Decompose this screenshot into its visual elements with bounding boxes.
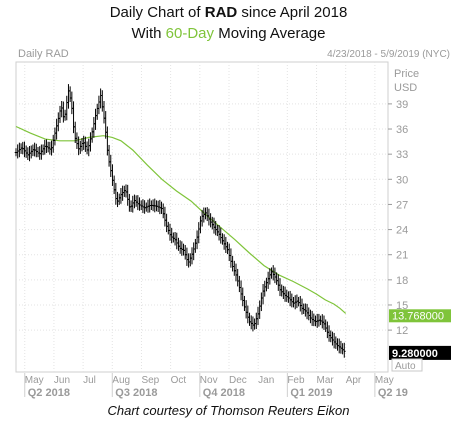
x-month-label: Apr xyxy=(346,375,362,386)
auto-label: Auto xyxy=(395,361,416,372)
x-month-label: Aug xyxy=(112,375,130,386)
x-month-label: Sep xyxy=(141,375,159,386)
x-month-label: May xyxy=(25,375,44,386)
chart-label: Daily RAD xyxy=(18,48,69,60)
x-quarter-label: Q4 2018 xyxy=(203,387,245,399)
last-price-tag-label: 9.280000 xyxy=(392,348,438,360)
auto-box xyxy=(391,358,423,372)
x-month-label: Jun xyxy=(54,375,70,386)
x-month-label: Dec xyxy=(229,375,247,386)
y-tick-label: 21 xyxy=(396,250,408,262)
y-tick-label: 15 xyxy=(396,300,408,312)
subtitle-suffix: Moving Average xyxy=(214,25,326,42)
x-month-label: Mar xyxy=(317,375,335,386)
x-quarter-label: Q2 19 xyxy=(378,387,408,399)
chart-title-line1: Daily Chart of RAD since April 2018 xyxy=(0,4,457,21)
y-tick-label: 30 xyxy=(396,174,408,186)
chart-credit: Chart courtesy of Thomson Reuters Eikon xyxy=(107,403,350,418)
y-tick-label: 39 xyxy=(396,99,408,111)
subtitle-prefix: With xyxy=(131,25,166,42)
chart-title-line2: With 60-Day Moving Average xyxy=(0,25,457,42)
title-ticker: RAD xyxy=(204,4,238,21)
x-month-label: Feb xyxy=(287,375,305,386)
x-month-label: Oct xyxy=(171,375,187,386)
title-suffix: since April 2018 xyxy=(237,4,348,21)
plot-area xyxy=(15,61,389,373)
x-quarter-label: Q3 2018 xyxy=(115,387,157,399)
subtitle-ma: 60-Day xyxy=(165,25,215,42)
y-tick-label: 33 xyxy=(396,149,408,161)
y-tick-label: 36 xyxy=(396,124,408,136)
y-tick-label: 18 xyxy=(396,275,408,287)
x-month-label: Jan xyxy=(258,375,274,386)
last-price-tag xyxy=(389,345,451,360)
ma-price-tag xyxy=(389,309,451,323)
x-quarter-label: Q1 2019 xyxy=(290,387,332,399)
date-range-label: 4/23/2018 - 5/9/2019 (NYC) xyxy=(327,49,450,60)
y-tick-label: 12 xyxy=(396,325,408,337)
x-month-label: Nov xyxy=(200,375,218,386)
moving-average-line xyxy=(15,125,347,314)
x-month-label: May xyxy=(375,375,394,386)
x-month-label: Jul xyxy=(83,375,96,386)
y-tick-label: 27 xyxy=(396,199,408,211)
x-quarter-label: Q2 2018 xyxy=(28,387,70,399)
y-axis-title-unit: USD xyxy=(394,82,417,94)
y-axis-title-price: Price xyxy=(394,68,419,80)
ma-price-tag-label: 13.768000 xyxy=(392,310,444,322)
title-prefix: Daily Chart of xyxy=(109,4,205,21)
y-tick-label: 24 xyxy=(396,225,408,237)
